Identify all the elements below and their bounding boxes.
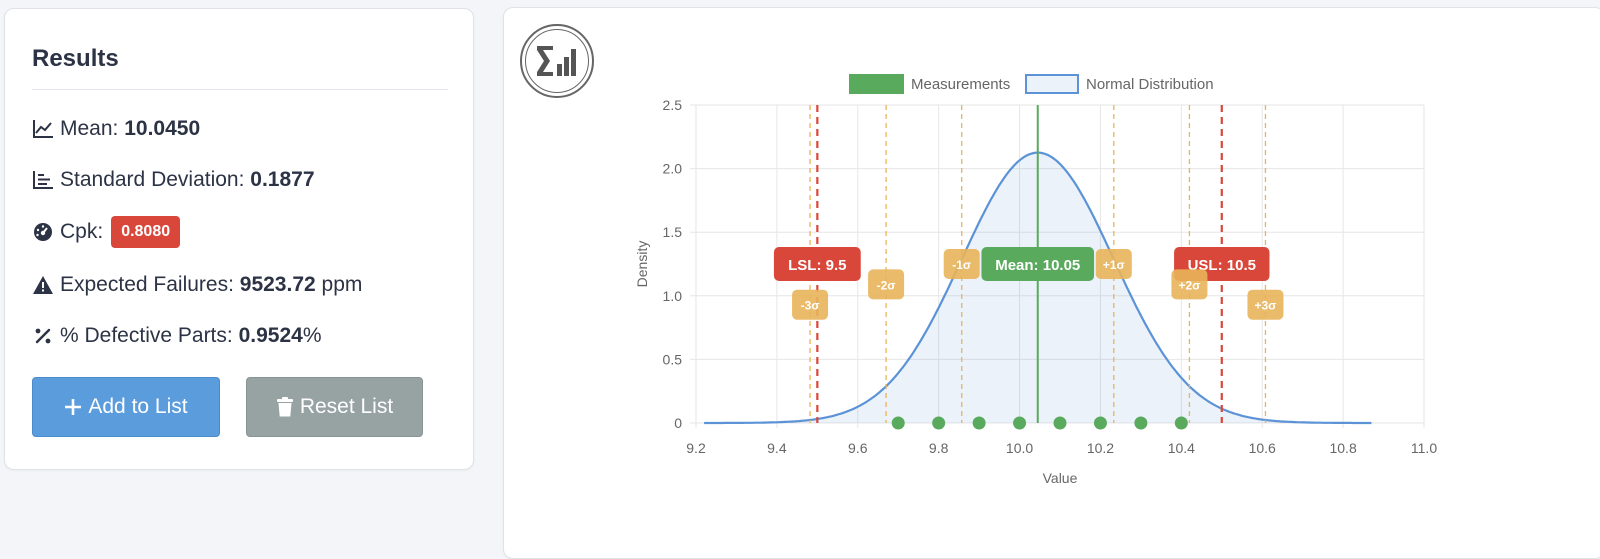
annotation-box bbox=[1171, 269, 1208, 300]
chart-card: 9.2 9.4 9.6 9.8 10.0 10.2 10.4 10.6 10.8 11.0 0 0.5… bbox=[503, 7, 1600, 559]
gauge-icon bbox=[32, 221, 54, 243]
std-value: 0.1877 bbox=[250, 168, 315, 191]
measurement-point bbox=[1093, 416, 1107, 430]
annotation-label: +2σ bbox=[1178, 278, 1200, 292]
annotation-label: Mean: 10.05 bbox=[995, 257, 1080, 274]
std-row: Standard Deviation: 0.1877 bbox=[32, 168, 315, 192]
divider bbox=[32, 89, 448, 90]
defective-unit: % bbox=[302, 324, 322, 347]
std-label: Standard Deviation: bbox=[60, 168, 245, 191]
x-tick-label: 10.0 bbox=[1006, 440, 1033, 456]
x-tick-label: 10.4 bbox=[1168, 440, 1195, 456]
measurement-point bbox=[932, 416, 946, 430]
cpk-row: Cpk: 0.8080 bbox=[32, 216, 181, 248]
annotation-label: +1σ bbox=[1103, 258, 1125, 272]
y-tick-label: 2.5 bbox=[663, 97, 683, 113]
x-tick-label: 10.8 bbox=[1329, 440, 1356, 456]
failures-label: Expected Failures: bbox=[60, 273, 234, 296]
annotation-box bbox=[1247, 289, 1284, 320]
mean-label: Mean: bbox=[60, 117, 119, 140]
measurement-point bbox=[1013, 416, 1027, 430]
annotation-label: -1σ bbox=[952, 258, 971, 272]
results-card: Results Mean: 10.0450 Standard Deviation… bbox=[4, 8, 474, 470]
warning-icon bbox=[32, 274, 54, 296]
y-tick-label: 1.5 bbox=[663, 224, 683, 240]
sigma-logo bbox=[520, 24, 594, 98]
reset-list-label: Reset List bbox=[299, 395, 394, 418]
measurement-point bbox=[1134, 416, 1148, 430]
legend-label-measurements: Measurements bbox=[911, 76, 1010, 93]
trash-icon bbox=[276, 397, 294, 417]
mean-value: 10.0450 bbox=[124, 117, 201, 140]
defective-label: % Defective Parts: bbox=[60, 324, 233, 347]
x-tick-label: 11.0 bbox=[1411, 440, 1437, 456]
failures-row: Expected Failures: 9523.72 ppm bbox=[32, 273, 362, 297]
annotation-label: LSL: 9.5 bbox=[788, 257, 846, 274]
cpk-label: Cpk: bbox=[60, 220, 104, 243]
legend-label-normal: Normal Distribution bbox=[1086, 76, 1214, 93]
plus-icon bbox=[64, 398, 82, 416]
failures-unit: ppm bbox=[321, 273, 363, 296]
x-axis-title: Value bbox=[1043, 470, 1078, 486]
x-tick-label: 9.8 bbox=[929, 440, 949, 456]
defective-value: 0.9524 bbox=[238, 324, 303, 347]
annotation-box bbox=[773, 247, 861, 281]
y-tick-label: 2.0 bbox=[663, 161, 683, 177]
reset-list-button[interactable]: Reset List bbox=[246, 377, 423, 437]
legend-swatch-normal bbox=[1025, 74, 1079, 94]
add-to-list-button[interactable]: Add to List bbox=[32, 377, 220, 437]
x-tick-label: 9.6 bbox=[848, 440, 868, 456]
measurement-point bbox=[891, 416, 905, 430]
annotation-box bbox=[792, 289, 829, 320]
y-axis-title: Density bbox=[634, 241, 650, 288]
y-tick-label: 0.5 bbox=[663, 351, 683, 367]
annotation-box bbox=[943, 249, 980, 279]
annotation-label: USL: 10.5 bbox=[1188, 257, 1256, 274]
x-tick-label: 9.2 bbox=[686, 440, 706, 456]
annotation-label: -3σ bbox=[801, 299, 820, 313]
distribution-chart: 9.2 9.4 9.6 9.8 10.0 10.2 10.4 10.6 10.8 11.0 0 0.5… bbox=[634, 74, 1437, 486]
measurement-point bbox=[1053, 416, 1067, 430]
annotation-label: -2σ bbox=[877, 278, 896, 292]
percent-icon bbox=[32, 325, 54, 347]
y-tick-label: 1.0 bbox=[663, 288, 683, 304]
results-title: Results bbox=[32, 45, 119, 72]
cpk-badge: 0.8080 bbox=[111, 216, 181, 248]
annotation-box bbox=[868, 269, 905, 300]
failures-value: 9523.72 bbox=[239, 273, 316, 296]
line-chart-icon bbox=[32, 118, 54, 140]
measurement-point bbox=[972, 416, 986, 430]
annotation-label: +3σ bbox=[1255, 299, 1277, 313]
annotation-box bbox=[981, 247, 1095, 281]
measurement-point bbox=[1174, 416, 1188, 430]
y-tick-label: 0 bbox=[674, 415, 682, 431]
add-to-list-label: Add to List bbox=[88, 395, 188, 418]
x-tick-label: 10.6 bbox=[1249, 440, 1276, 456]
annotation-box bbox=[1095, 249, 1132, 279]
legend-swatch-measurements bbox=[849, 74, 904, 94]
x-tick-label: 9.4 bbox=[767, 440, 787, 456]
mean-row: Mean: 10.0450 bbox=[32, 117, 200, 141]
bar-list-icon bbox=[32, 169, 54, 191]
defective-row: % Defective Parts: 0.9524% bbox=[32, 324, 322, 348]
x-tick-label: 10.2 bbox=[1087, 440, 1114, 456]
